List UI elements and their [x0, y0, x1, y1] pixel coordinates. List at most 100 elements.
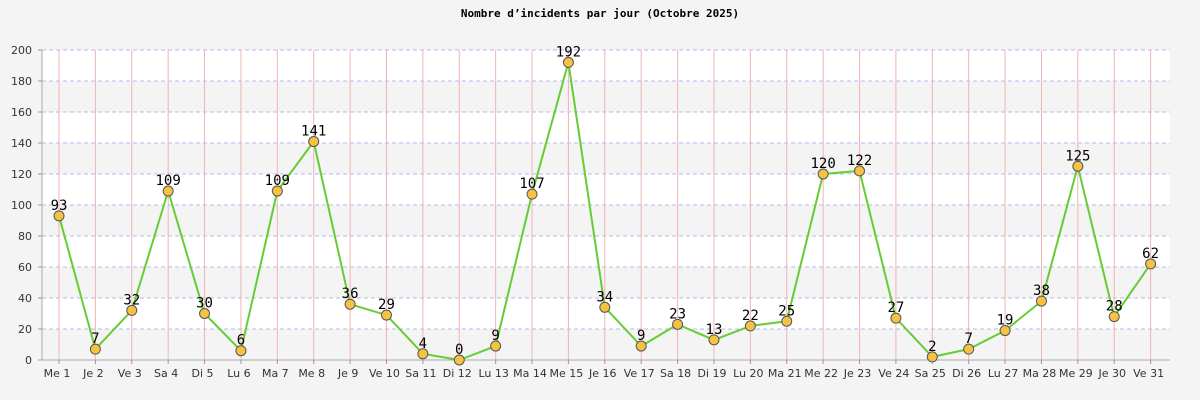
x-tick-label: Je 30 — [1097, 367, 1126, 380]
x-tick-label: Je 23 — [843, 367, 872, 380]
plot-band — [42, 112, 1170, 143]
horizontal-grid — [42, 49, 1170, 330]
y-tick-label: 40 — [18, 292, 32, 305]
plot-band — [42, 267, 1170, 298]
data-point — [380, 309, 392, 321]
data-point — [744, 320, 756, 332]
x-tick-label: Sa 18 — [660, 367, 691, 380]
data-label: 28 — [1106, 299, 1123, 315]
plot-band — [42, 329, 1170, 360]
x-tick-label: Ve 17 — [624, 367, 655, 380]
data-label: 9 — [491, 328, 499, 344]
data-label: 36 — [342, 286, 359, 302]
y-tick-label: 0 — [25, 354, 32, 367]
x-tick-label: Ma 28 — [1023, 367, 1057, 380]
x-tick-label: Ma 7 — [262, 367, 289, 380]
x-tick-label: Ve 31 — [1133, 367, 1164, 380]
plot-band — [42, 174, 1170, 205]
data-point — [672, 318, 684, 330]
plot-band — [42, 205, 1170, 236]
x-tick-label: Je 9 — [337, 367, 359, 380]
data-point — [308, 135, 320, 147]
data-point — [344, 298, 356, 310]
data-point — [1035, 295, 1047, 307]
x-tick-label: Me 1 — [44, 367, 71, 380]
data-point — [854, 165, 866, 177]
plot-band — [42, 50, 1170, 81]
x-tick-label: Me 15 — [550, 367, 584, 380]
data-label: 109 — [265, 173, 290, 189]
y-tick-label: 140 — [11, 137, 32, 150]
data-label: 93 — [51, 198, 68, 214]
data-point — [453, 354, 465, 366]
data-label: 9 — [637, 328, 645, 344]
y-axis-ticks: 0 20 40 60 80 100 120 140 160 180 200 — [11, 44, 42, 367]
data-label: 109 — [156, 173, 181, 189]
data-label: 22 — [742, 308, 759, 324]
x-tick-label: Ma 21 — [768, 367, 802, 380]
data-label: 7 — [91, 331, 99, 347]
data-point — [162, 185, 174, 197]
data-point — [89, 343, 101, 355]
y-tick-label: 180 — [11, 75, 32, 88]
data-point — [235, 345, 247, 357]
data-label: 2 — [928, 339, 936, 355]
data-point — [781, 315, 793, 327]
x-tick-label: Ve 24 — [878, 367, 909, 380]
plot-background — [42, 50, 1170, 360]
x-tick-label: Lu 27 — [988, 367, 1018, 380]
data-point — [890, 312, 902, 324]
y-tick-label: 80 — [18, 230, 32, 243]
data-point — [963, 343, 975, 355]
data-point — [817, 168, 829, 180]
data-label: 141 — [301, 123, 326, 139]
x-tick-label: Di 19 — [697, 367, 726, 380]
data-point — [635, 340, 647, 352]
data-point — [271, 185, 283, 197]
x-tick-label: Lu 20 — [733, 367, 763, 380]
x-tick-label: Me 22 — [804, 367, 838, 380]
x-tick-label: Ve 3 — [118, 367, 142, 380]
plot-band — [42, 143, 1170, 174]
data-label: 34 — [596, 289, 613, 305]
x-tick-label: Ve 10 — [369, 367, 400, 380]
data-point — [1072, 160, 1084, 172]
y-tick-label: 20 — [18, 323, 32, 336]
data-label: 125 — [1065, 148, 1090, 164]
data-point — [1108, 311, 1120, 323]
data-point — [1145, 258, 1157, 270]
y-tick-label: 100 — [11, 199, 32, 212]
data-label: 19 — [997, 313, 1014, 329]
data-label: 120 — [810, 156, 835, 172]
data-label: 38 — [1033, 283, 1050, 299]
data-label: 23 — [669, 306, 686, 322]
data-label: 29 — [378, 297, 395, 313]
plot-band — [42, 236, 1170, 267]
x-tick-label: Sa 25 — [915, 367, 946, 380]
data-point — [999, 325, 1011, 337]
vertical-grid — [58, 50, 1152, 360]
x-tick-label: Me 29 — [1059, 367, 1093, 380]
data-label: 30 — [196, 296, 213, 312]
x-tick-label: Sa 4 — [154, 367, 178, 380]
data-point — [126, 304, 138, 316]
plot-band — [42, 81, 1170, 112]
y-tick-label: 60 — [18, 261, 32, 274]
x-tick-label: Je 2 — [82, 367, 104, 380]
x-tick-label: Ma 14 — [513, 367, 547, 380]
data-label: 25 — [778, 303, 795, 319]
data-label: 0 — [455, 342, 463, 358]
x-tick-label: Lu 6 — [227, 367, 250, 380]
data-label: 13 — [706, 322, 723, 338]
data-point — [199, 308, 211, 319]
x-tick-label: Sa 11 — [405, 367, 436, 380]
x-tick-label: Lu 13 — [478, 367, 508, 380]
data-point — [526, 188, 538, 200]
y-tick-label: 120 — [11, 168, 32, 181]
data-label: 6 — [237, 333, 245, 349]
data-point — [417, 348, 429, 360]
data-label: 4 — [419, 336, 427, 352]
chart-title: Nombre d’incidents par jour (Octobre 202… — [461, 7, 739, 20]
x-tick-label: Di 12 — [443, 367, 472, 380]
x-tick-label: Di 26 — [952, 367, 981, 380]
